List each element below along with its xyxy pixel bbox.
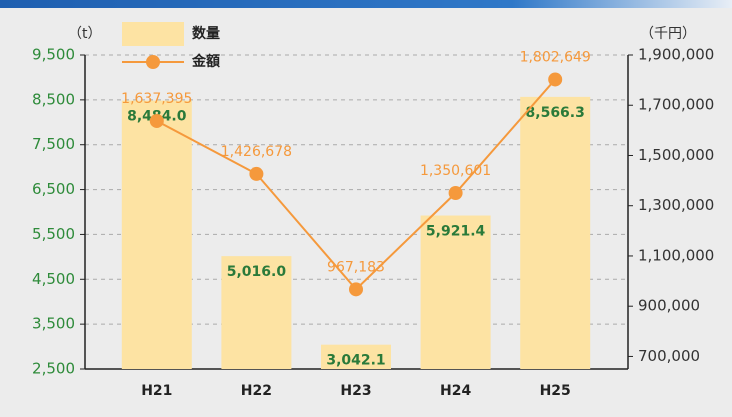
legend-swatch xyxy=(146,55,160,69)
y-tick-label: 9,500 xyxy=(32,46,75,64)
bar xyxy=(520,96,591,369)
y-tick-label: 2,500 xyxy=(32,360,75,378)
line-point xyxy=(249,166,264,181)
y-unit: （t） xyxy=(68,26,102,42)
top-bar xyxy=(0,0,732,8)
y2-tick-label: 1,700,000 xyxy=(638,96,714,114)
y2-tick-label: 1,100,000 xyxy=(638,246,714,264)
line-label: 1,426,678 xyxy=(221,144,292,160)
y-tick-label: 5,500 xyxy=(32,225,75,243)
line-point xyxy=(548,72,563,87)
bar xyxy=(221,256,292,369)
bar xyxy=(121,100,192,369)
line-label: 967,183 xyxy=(327,259,385,275)
line-label: 1,802,649 xyxy=(520,49,591,65)
line-point xyxy=(349,282,363,297)
y2-tick-label: 700,000 xyxy=(638,347,700,365)
bar xyxy=(321,344,391,369)
x-tick-label: H25 xyxy=(540,383,571,399)
legend-swatch xyxy=(122,22,184,46)
y-tick-label: 4,500 xyxy=(32,270,75,288)
y-tick-label: 3,500 xyxy=(32,315,75,333)
y-tick-label: 8,500 xyxy=(32,90,75,108)
line xyxy=(156,78,556,291)
x-tick-label: H21 xyxy=(141,383,172,399)
bar xyxy=(420,215,491,369)
bar-label: 3,042.1 xyxy=(326,353,385,369)
y2-tick-label: 1,900,000 xyxy=(638,46,714,64)
line-label: 1,350,601 xyxy=(420,163,491,179)
y2-tick-label: 1,300,000 xyxy=(638,196,714,214)
y2-tick-label: 1,500,000 xyxy=(638,146,714,164)
x-tick-label: H24 xyxy=(440,383,471,399)
line-point xyxy=(149,113,164,128)
y-tick-label: 7,500 xyxy=(32,135,75,153)
y2-unit: （千円） xyxy=(640,26,696,42)
y2-tick-label: 900,000 xyxy=(638,297,700,315)
bar-label: 8,566.3 xyxy=(526,105,585,121)
legend-label: 数量 xyxy=(192,25,220,42)
x-tick-label: H23 xyxy=(340,383,371,399)
x-tick-label: H22 xyxy=(241,383,272,399)
line-label: 1,637,395 xyxy=(121,91,192,107)
line-point xyxy=(448,186,463,201)
bar-label: 5,921.4 xyxy=(426,224,486,240)
legend-label: 金額 xyxy=(191,53,220,70)
bar-label: 5,016.0 xyxy=(227,264,287,280)
y-tick-label: 6,500 xyxy=(32,180,75,198)
